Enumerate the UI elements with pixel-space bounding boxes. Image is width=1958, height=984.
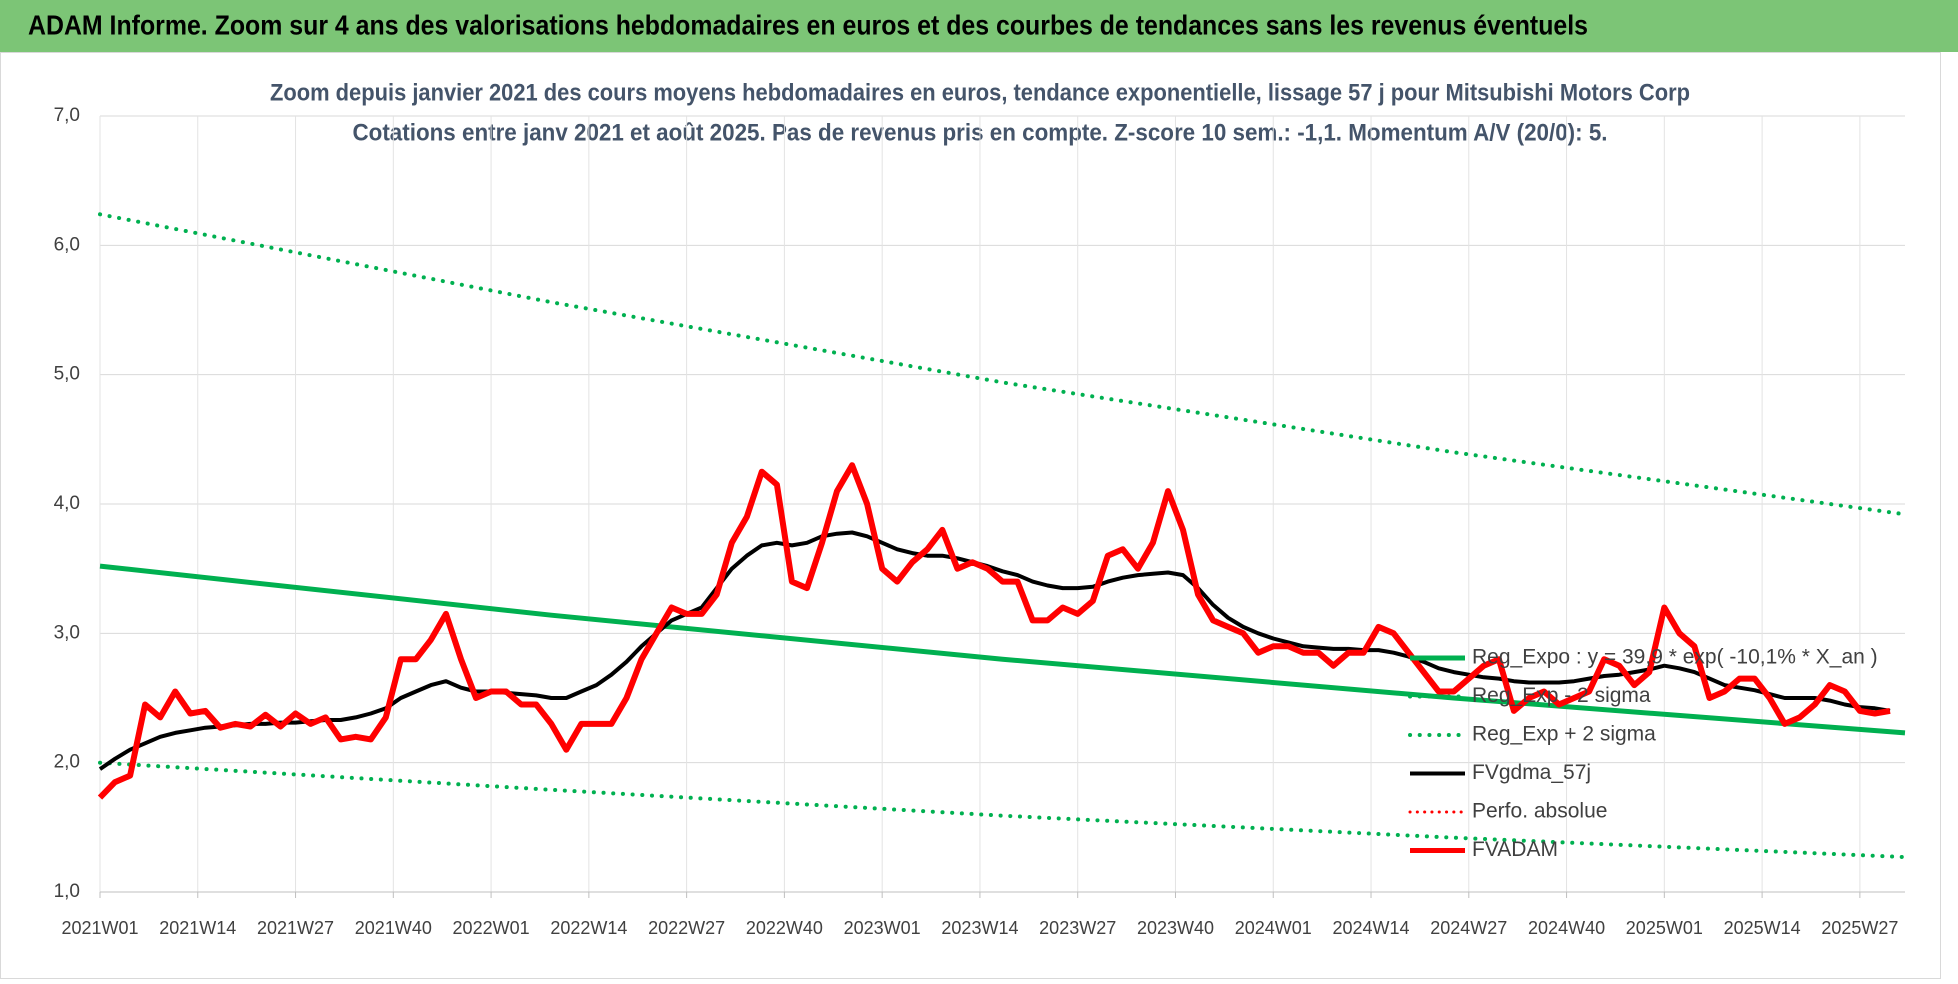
chart-title: Zoom depuis janvier 2021 des cours moyen… <box>270 79 1690 106</box>
x-tick-label: 2021W14 <box>159 918 236 938</box>
header-bar <box>0 0 1958 52</box>
frame <box>0 52 1941 979</box>
x-tick-label: 2023W40 <box>1137 918 1214 938</box>
legend-label: Reg_Expo : y = 39,9 * exp( -10,1% * X_an… <box>1472 646 1878 669</box>
legend-label: FVgdma_57j <box>1472 761 1591 784</box>
x-tick-label: 2022W14 <box>550 918 627 938</box>
x-tick-label: 2024W01 <box>1235 918 1312 938</box>
legend-label: Perfo. absolue <box>1472 800 1607 823</box>
y-tick-label: 1,0 <box>54 881 80 902</box>
x-tick-label: 2025W14 <box>1724 918 1801 938</box>
x-tick-label: 2024W27 <box>1430 918 1507 938</box>
y-tick-label: 6,0 <box>54 234 80 255</box>
y-tick-label: 3,0 <box>54 622 80 643</box>
legend-label: Reg_Exp - 2 sigma <box>1472 684 1651 707</box>
x-tick-label: 2021W40 <box>355 918 432 938</box>
x-tick-label: 2025W01 <box>1626 918 1703 938</box>
legend-label: Reg_Exp + 2 sigma <box>1472 723 1656 746</box>
x-tick-label: 2024W14 <box>1332 918 1409 938</box>
x-tick-label: 2022W01 <box>453 918 530 938</box>
header-title: ADAM Informe. Zoom sur 4 ans des valoris… <box>28 9 1588 40</box>
y-tick-label: 4,0 <box>54 493 80 514</box>
x-tick-label: 2025W27 <box>1821 918 1898 938</box>
plot <box>97 212 1907 860</box>
series-line <box>97 462 1891 800</box>
grid: 1,0 2,0 3,0 4,0 5,0 6,0 7,0 2021W01 2021W14 2021W… <box>54 105 1905 938</box>
series-line <box>98 760 1907 860</box>
x-tick-label: 2022W40 <box>746 918 823 938</box>
x-tick-label: 2021W27 <box>257 918 334 938</box>
y-tick-label: 2,0 <box>54 752 80 773</box>
x-tick-label: 2023W01 <box>844 918 921 938</box>
legend: Reg_Expo : y = 39,9 * exp( -10,1% * X_an… <box>1408 646 1878 861</box>
x-tick-label: 2023W27 <box>1039 918 1116 938</box>
y-tick-label: 5,0 <box>54 364 80 385</box>
series-line <box>98 530 1891 771</box>
y-tick-label: 7,0 <box>54 105 80 126</box>
legend-label: FVADAM <box>1472 838 1558 861</box>
series-line <box>99 563 1906 736</box>
x-tick-label: 2021W01 <box>61 918 138 938</box>
x-tick-label: 2023W14 <box>941 918 1018 938</box>
x-tick-label: 2024W40 <box>1528 918 1605 938</box>
x-tick-label: 2022W27 <box>648 918 725 938</box>
